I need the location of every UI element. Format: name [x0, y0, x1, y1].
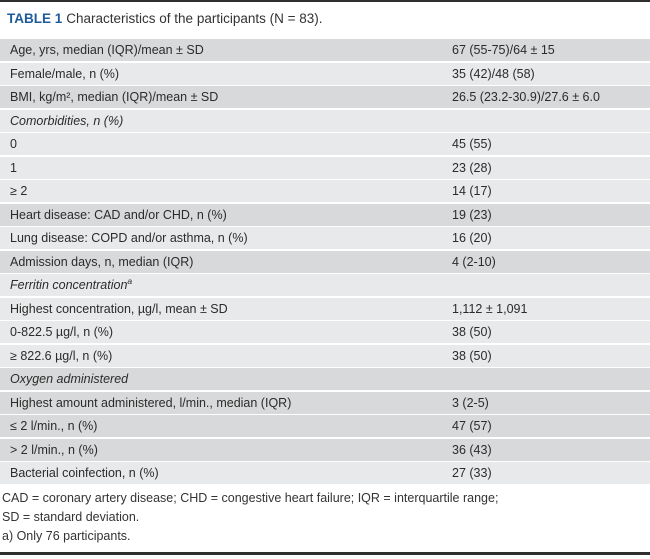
row-label-text: Lung disease: COPD and/or asthma, n (%) [10, 231, 248, 245]
row-value: 4 (2-10) [452, 254, 496, 269]
footnotes: CAD = coronary artery disease; CHD = con… [2, 489, 642, 546]
table-title-text: Characteristics of the participants (N =… [66, 11, 323, 26]
footnote-line: a) Only 76 participants. [2, 529, 131, 543]
row-label-text: Highest amount administered, l/min., med… [10, 395, 292, 410]
row-label: BMI, kg/m², median (IQR)/mean ± SD [0, 90, 218, 104]
row-label: Lung disease: COPD and/or asthma, n (%) [0, 231, 248, 245]
table-row: 0-822.5 µg/l, n (%) 38 (50) [0, 321, 650, 343]
row-label-text: 0-822.5 µg/l, n (%) [10, 325, 114, 339]
row-label: 0 [0, 137, 17, 151]
row-label: Highest amount administered, l/min., med… [0, 396, 291, 410]
table-row: ≤ 2 l/min., n (%) 47 (57) [0, 415, 650, 437]
table-row: Lung disease: COPD and/or asthma, n (%) … [0, 227, 650, 249]
bottom-rule [0, 552, 650, 555]
row-value: 38 (50) [452, 325, 492, 339]
table-row: Heart disease: CAD and/or CHD, n (%) 19 … [0, 203, 650, 226]
row-label: Admission days, n, median (IQR) [0, 255, 193, 269]
row-label: Age, yrs, median (IQR)/mean ± SD [0, 43, 204, 57]
row-label: 1 [0, 161, 17, 175]
row-label: > 2 l/min., n (%) [0, 443, 98, 457]
row-value: 35 (42)/48 (58) [452, 66, 535, 81]
row-value: 1,112 ± 1,091 [452, 301, 528, 316]
row-label: ≥ 822.6 µg/l, n (%) [0, 349, 112, 363]
row-label: ≤ 2 l/min., n (%) [0, 419, 97, 433]
row-label: ≥ 2 [0, 184, 27, 198]
row-label-sup: a [127, 275, 133, 286]
row-value: 45 (55) [452, 137, 492, 151]
row-label: Female/male, n (%) [0, 67, 119, 81]
table-row: Highest concentration, µg/l, mean ± SD 1… [0, 297, 650, 320]
table-row: ≥ 822.6 µg/l, n (%) 38 (50) [0, 344, 650, 367]
row-label: Heart disease: CAD and/or CHD, n (%) [0, 208, 227, 222]
top-rule [0, 0, 650, 2]
row-label-text: Oxygen administered [10, 372, 129, 386]
table-row: Highest amount administered, l/min., med… [0, 391, 650, 414]
row-label: Oxygen administered [0, 372, 128, 386]
row-label-text: > 2 l/min., n (%) [10, 442, 98, 457]
row-value: 14 (17) [452, 184, 492, 198]
row-label-text: 1 [10, 160, 17, 175]
footnote-line: SD = standard deviation. [2, 510, 140, 524]
row-label-text: 0 [10, 137, 17, 151]
row-value: 23 (28) [452, 160, 492, 175]
data-table: Age, yrs, median (IQR)/mean ± SD 67 (55-… [0, 39, 650, 486]
row-label-text: Bacterial coinfection, n (%) [10, 466, 159, 480]
row-label-text: Heart disease: CAD and/or CHD, n (%) [10, 207, 227, 222]
table-row: > 2 l/min., n (%) 36 (43) [0, 438, 650, 461]
row-value: 27 (33) [452, 466, 492, 480]
row-value: 3 (2-5) [452, 395, 489, 410]
table-row: Female/male, n (%) 35 (42)/48 (58) [0, 62, 650, 85]
row-label: Comorbidities, n (%) [0, 114, 123, 128]
row-value: 19 (23) [452, 207, 492, 222]
table-row: Admission days, n, median (IQR) 4 (2-10) [0, 250, 650, 273]
row-label: Highest concentration, µg/l, mean ± SD [0, 302, 228, 316]
row-label-text: Admission days, n, median (IQR) [10, 254, 194, 269]
row-label-text: Female/male, n (%) [10, 66, 120, 81]
footnote-line: CAD = coronary artery disease; CHD = con… [2, 491, 499, 505]
row-value: 16 (20) [452, 231, 492, 245]
table-row: 1 23 (28) [0, 156, 650, 179]
row-value: 38 (50) [452, 348, 492, 363]
table-caption: TABLE 1 Characteristics of the participan… [7, 11, 642, 27]
table-row: BMI, kg/m², median (IQR)/mean ± SD 26.5 … [0, 86, 650, 108]
row-label-text: ≤ 2 l/min., n (%) [10, 419, 98, 433]
row-value: 26.5 (23.2-30.9)/27.6 ± 6.0 [452, 90, 600, 104]
row-label-text: Age, yrs, median (IQR)/mean ± SD [10, 43, 204, 57]
row-value: 47 (57) [452, 419, 492, 433]
row-label: 0-822.5 µg/l, n (%) [0, 325, 113, 339]
row-label: Bacterial coinfection, n (%) [0, 466, 159, 480]
table-number-label: TABLE 1 [7, 11, 63, 26]
row-value: 67 (55-75)/64 ± 15 [452, 43, 555, 57]
table-row: Age, yrs, median (IQR)/mean ± SD 67 (55-… [0, 39, 650, 61]
row-label: Ferritin concentrationa [0, 275, 133, 292]
row-label-text: ≥ 2 [10, 184, 28, 198]
row-label-text: ≥ 822.6 µg/l, n (%) [10, 348, 113, 363]
table-row: Bacterial coinfection, n (%) 27 (33) [0, 462, 650, 484]
table-row: Comorbidities, n (%) [0, 109, 650, 132]
table-row: Ferritin concentrationa [0, 274, 650, 296]
table-row: Oxygen administered [0, 368, 650, 390]
table-row: ≥ 2 14 (17) [0, 180, 650, 202]
row-label-text: BMI, kg/m², median (IQR)/mean ± SD [10, 90, 219, 104]
row-label-text: Comorbidities, n (%) [10, 113, 124, 128]
row-label-text: Ferritin concentration [10, 278, 128, 292]
row-label-text: Highest concentration, µg/l, mean ± SD [10, 301, 228, 316]
table-row: 0 45 (55) [0, 133, 650, 155]
row-value: 36 (43) [452, 442, 492, 457]
